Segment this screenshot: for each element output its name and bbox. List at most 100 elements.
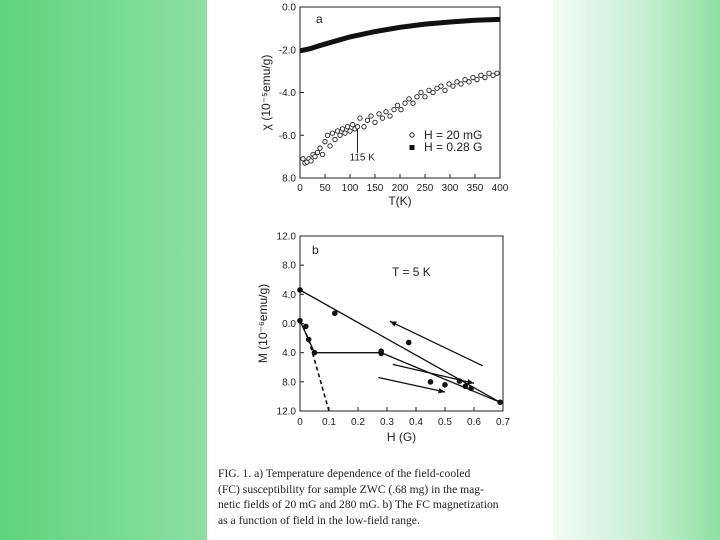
data-point <box>462 383 469 390</box>
x-tick-label: 400 <box>492 183 509 194</box>
arrow-shaft <box>378 376 446 393</box>
caption-line: as a function of field in the low-field … <box>218 513 420 527</box>
y-tick-label: 0.0 <box>282 319 296 330</box>
data-point <box>442 87 448 94</box>
data-point <box>434 85 440 91</box>
data-point <box>470 74 476 81</box>
data-point <box>478 72 484 79</box>
data-point <box>311 349 318 356</box>
data-point <box>344 124 351 130</box>
data-point <box>430 89 436 96</box>
data-point <box>332 310 338 317</box>
caption-line: FIG. 1. a) Temperature dependence of the… <box>218 467 471 480</box>
figure-caption: FIG. 1. a) Temperature dependence of the… <box>218 466 550 528</box>
data-point <box>426 87 432 94</box>
panel-label-b: b <box>312 243 319 257</box>
x-tick-label: 0.1 <box>322 417 336 428</box>
y-tick-label: 8.0 <box>282 261 296 272</box>
data-point <box>454 79 460 85</box>
x-tick-label: 0 <box>297 417 303 428</box>
data-point <box>339 126 346 132</box>
y-axis-label: M (10⁻⁶emu/g) <box>256 284 270 363</box>
data-point <box>474 77 480 83</box>
data-point <box>300 156 306 162</box>
data-point <box>314 149 321 156</box>
legend-label: H = 0.28 G <box>424 140 482 154</box>
x-axis-label: H (G) <box>387 430 416 444</box>
data-point <box>406 96 412 102</box>
data-point <box>378 350 385 357</box>
y-tick-label: -2.0 <box>279 45 297 56</box>
y-tick-label: 8.0 <box>282 174 296 185</box>
data-point <box>354 124 361 130</box>
data-point <box>368 113 374 119</box>
arrow-head <box>438 388 445 394</box>
connecting-line <box>299 289 501 403</box>
data-point <box>327 143 333 149</box>
data-point <box>490 72 496 79</box>
data-point <box>486 70 492 76</box>
data-point <box>383 109 389 115</box>
data-point <box>308 158 314 164</box>
x-tick-label: 0.3 <box>380 417 394 428</box>
series-line-0-28g <box>299 16 501 54</box>
x-tick-label: 0.5 <box>438 417 452 428</box>
x-tick-label: 350 <box>467 183 484 194</box>
y-tick-label: -6.0 <box>279 131 297 142</box>
data-point <box>456 378 463 384</box>
data-point <box>379 115 386 121</box>
data-point <box>414 94 420 100</box>
data-point <box>361 124 367 130</box>
y-axis-label: χ (10⁻⁵emu/g) <box>259 55 273 131</box>
chart-panel-b: 0 0.1 0.2 0.3 0.4 0.5 0.6 0.7 12.0 8.0 4.0 0.0 4.0 8.… <box>256 232 510 445</box>
data-point <box>497 399 503 406</box>
data-point <box>347 128 353 134</box>
arrow-head <box>467 379 474 385</box>
data-point <box>402 100 408 106</box>
data-point <box>357 115 363 121</box>
x-tick-label: 250 <box>417 183 434 194</box>
y-tick-label: 8.0 <box>282 377 296 388</box>
annotation-label: T = 5 K <box>392 265 431 279</box>
plot-frame <box>299 235 504 412</box>
data-point <box>322 139 328 145</box>
data-point <box>482 74 488 81</box>
x-tick-label: 50 <box>319 183 331 194</box>
legend-label: H = 20 mG <box>424 128 482 142</box>
data-point <box>364 117 371 123</box>
data-point <box>303 323 309 330</box>
data-point <box>387 113 393 119</box>
data-point <box>438 83 444 89</box>
data-point <box>376 111 382 117</box>
data-point <box>446 81 452 87</box>
y-tick-label: 12.0 <box>277 407 297 418</box>
data-point <box>394 102 401 108</box>
x-tick-label: 0 <box>297 183 303 194</box>
x-tick-label: 200 <box>392 183 409 194</box>
data-point <box>305 336 312 343</box>
y-tick-label: 0.0 <box>282 3 296 14</box>
slide-background-right <box>553 0 720 540</box>
data-point <box>462 77 468 83</box>
data-point <box>332 136 338 143</box>
data-point <box>317 145 323 151</box>
x-tick-label: 100 <box>342 183 359 194</box>
legend-marker <box>409 145 415 150</box>
data-point <box>391 106 397 113</box>
data-point <box>442 381 448 388</box>
data-point <box>297 317 303 324</box>
data-point <box>405 339 412 346</box>
data-point <box>329 130 336 136</box>
data-point <box>312 153 318 160</box>
figure-page <box>207 0 553 540</box>
data-point <box>494 70 500 76</box>
arrow-head <box>389 321 397 327</box>
caption-line: netic fields of 20 mG and 280 mG. b) The… <box>218 498 499 511</box>
y-tick-label: 12.0 <box>277 232 297 243</box>
x-tick-label: 150 <box>367 183 384 194</box>
data-point <box>410 100 416 106</box>
data-point <box>418 89 424 96</box>
data-point <box>334 128 341 134</box>
data-point <box>450 83 456 89</box>
